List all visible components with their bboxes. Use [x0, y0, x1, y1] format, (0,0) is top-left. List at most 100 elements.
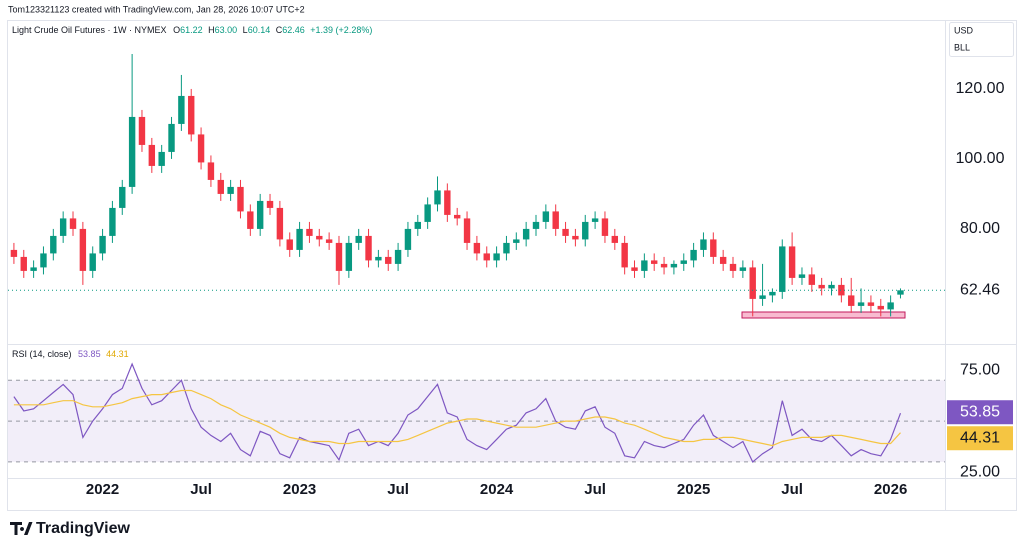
candle-body: [247, 211, 254, 229]
candle: [828, 281, 835, 296]
candle-body: [857, 302, 865, 306]
candle: [522, 221, 530, 247]
candle: [89, 246, 96, 278]
last-price-label: 62.46: [960, 282, 1000, 299]
last-price-box: [947, 279, 1013, 302]
rsi-band: [8, 380, 945, 462]
candle: [680, 253, 687, 271]
candle-body: [887, 302, 894, 310]
candle-body: [256, 200, 264, 229]
candle: [325, 232, 333, 250]
candle-body: [483, 253, 490, 261]
rsi-ma-box: [947, 426, 1013, 451]
candle-body: [700, 239, 707, 250]
candle-body: [473, 242, 481, 254]
candle: [296, 221, 303, 257]
candle-body: [306, 228, 313, 236]
candle: [493, 246, 500, 268]
candle: [148, 137, 156, 173]
candle: [197, 127, 205, 170]
candle-body: [897, 290, 904, 295]
x-tick-label: 2023: [283, 481, 316, 498]
candle-body: [788, 246, 796, 278]
candle: [631, 260, 638, 278]
candle-body: [631, 267, 638, 271]
support-zone: [741, 311, 906, 319]
candle: [857, 288, 865, 313]
candle-body: [769, 291, 776, 296]
candle: [168, 116, 175, 159]
candle-body: [719, 256, 727, 264]
candle: [247, 204, 254, 236]
candle: [227, 179, 234, 201]
candle-body: [759, 295, 766, 299]
candle: [345, 235, 353, 278]
candle-body: [375, 256, 382, 261]
candle-body: [572, 235, 579, 240]
logo-mark: [10, 522, 33, 535]
candle: [503, 235, 510, 261]
currency: USD: [954, 25, 974, 35]
candle: [887, 295, 894, 317]
candle: [690, 242, 697, 268]
candle-body: [138, 116, 146, 145]
candle: [217, 172, 224, 201]
candle-body: [385, 256, 392, 264]
candle: [79, 221, 87, 285]
candle: [375, 249, 382, 268]
brand: TradingView: [36, 520, 131, 537]
candle: [660, 256, 668, 275]
candle-body: [168, 123, 175, 152]
ohlc-label: H: [208, 25, 215, 35]
candle: [641, 253, 648, 278]
candle-body: [404, 228, 412, 250]
candle-body: [99, 235, 106, 254]
candle-body: [276, 207, 284, 240]
watermark: Tom123321123 created with TradingView.co…: [8, 4, 305, 14]
candle-body: [335, 242, 343, 271]
candle-body: [611, 235, 619, 243]
candle-body: [10, 249, 18, 257]
candle-body: [237, 186, 244, 212]
candle: [532, 214, 540, 236]
candle-body: [119, 186, 126, 208]
candle: [848, 277, 855, 313]
candle-body: [690, 249, 697, 261]
candle: [365, 228, 372, 268]
candle: [552, 204, 559, 236]
candle: [434, 176, 441, 212]
candle-body: [522, 228, 530, 240]
candle-body: [414, 221, 421, 229]
x-tick-label: Jul: [584, 481, 606, 498]
candle: [779, 239, 786, 299]
candle: [838, 277, 845, 303]
rsi-ma-label: 44.31: [960, 429, 1000, 446]
ohlc-label: O: [173, 25, 180, 35]
candle-body: [444, 190, 451, 215]
candle: [306, 221, 313, 243]
candle-body: [877, 305, 884, 310]
candle: [207, 155, 215, 187]
candle-body: [651, 260, 658, 264]
candle-body: [69, 218, 77, 229]
candle: [316, 228, 323, 247]
candle-body: [729, 263, 737, 271]
chart-frame: [7, 20, 1017, 511]
rsi-value-label: 53.85: [960, 403, 1000, 420]
candle-body: [463, 218, 471, 243]
candle: [10, 242, 18, 264]
x-tick-label: 2024: [480, 481, 514, 498]
candle-body: [710, 239, 717, 257]
candle: [798, 267, 806, 285]
candle-body: [30, 267, 37, 271]
candle: [266, 193, 274, 215]
candle-body: [148, 144, 156, 166]
candle: [621, 235, 628, 275]
candle: [582, 214, 589, 247]
ohlc-label: C: [276, 25, 283, 35]
candle-body: [453, 214, 461, 219]
candle-body: [562, 228, 569, 236]
candle-body: [266, 200, 274, 208]
candle: [394, 242, 402, 271]
